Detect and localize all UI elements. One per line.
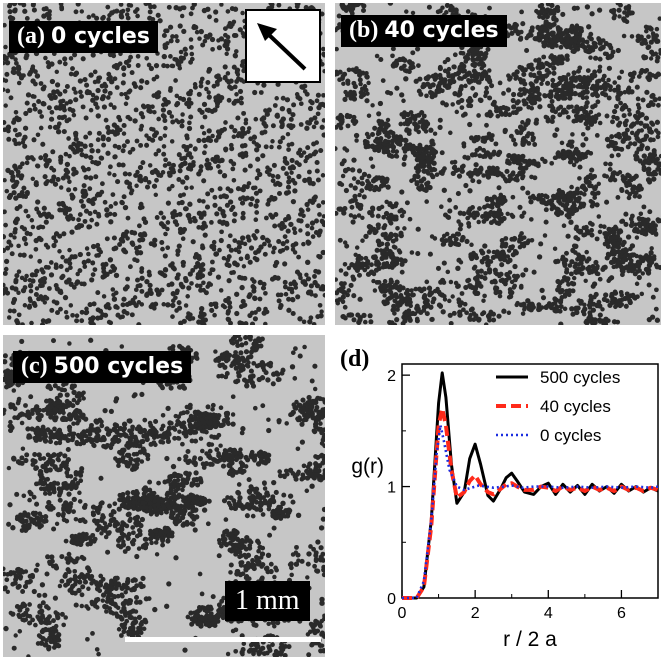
micrograph-panel-a: (a) 0 cycles: [3, 3, 325, 325]
particle-field-a: [3, 3, 325, 325]
particle-field-b: [335, 3, 661, 325]
plot-legend: 500 cycles 40 cycles 0 cycles: [496, 368, 620, 445]
y-axis-title: g(r): [351, 455, 384, 478]
x-tick-label: 0: [398, 605, 407, 622]
particle-field-c: [3, 335, 325, 657]
plot-series: [402, 371, 659, 600]
y-tick-label: 0: [387, 591, 396, 608]
panel-d-letter: (d): [340, 346, 369, 372]
pair-correlation-chart: (d) 0 2 4 6 0 1 2 r / 2 a g(r) 500 cycles 40 cycl…: [340, 346, 659, 651]
x-axis-title: r / 2 a: [503, 628, 557, 651]
panel-a-label: (a) 0 cycles: [9, 21, 158, 53]
shear-arrow-icon: [257, 23, 307, 71]
scale-bar: [125, 637, 321, 642]
legend-label-1: 500 cycles: [540, 368, 620, 387]
panel-a-letter: (a): [17, 23, 45, 49]
series-line-3: [402, 424, 659, 600]
panel-c-letter: (c): [21, 353, 48, 379]
y-tick-label: 1: [387, 480, 396, 497]
x-tick-label: 2: [471, 605, 480, 622]
micrograph-panel-c: (c) 500 cycles 1 mm: [3, 335, 325, 657]
scale-bar-label: 1 mm: [225, 581, 310, 621]
x-tick-label: 6: [617, 605, 626, 622]
panel-c-cycles: 500 cycles: [53, 354, 184, 379]
micrograph-panel-b: (b) 40 cycles: [335, 3, 661, 325]
plot-axes: 0 2 4 6 0 1 2 r / 2 a g(r): [351, 363, 659, 651]
x-tick-label: 4: [544, 605, 553, 622]
legend-label-2: 40 cycles: [540, 397, 611, 416]
y-tick-label: 2: [387, 368, 396, 385]
shear-direction-box: [245, 9, 321, 83]
series-line-2: [402, 406, 659, 600]
legend-label-3: 0 cycles: [540, 426, 601, 445]
plot-frame: [401, 363, 659, 599]
panel-a-cycles: 0 cycles: [50, 24, 150, 49]
panel-b-letter: (b): [349, 17, 379, 43]
panel-c-label: (c) 500 cycles: [13, 351, 192, 383]
panel-b-label: (b) 40 cycles: [341, 15, 507, 47]
panel-b-cycles: 40 cycles: [384, 18, 499, 43]
